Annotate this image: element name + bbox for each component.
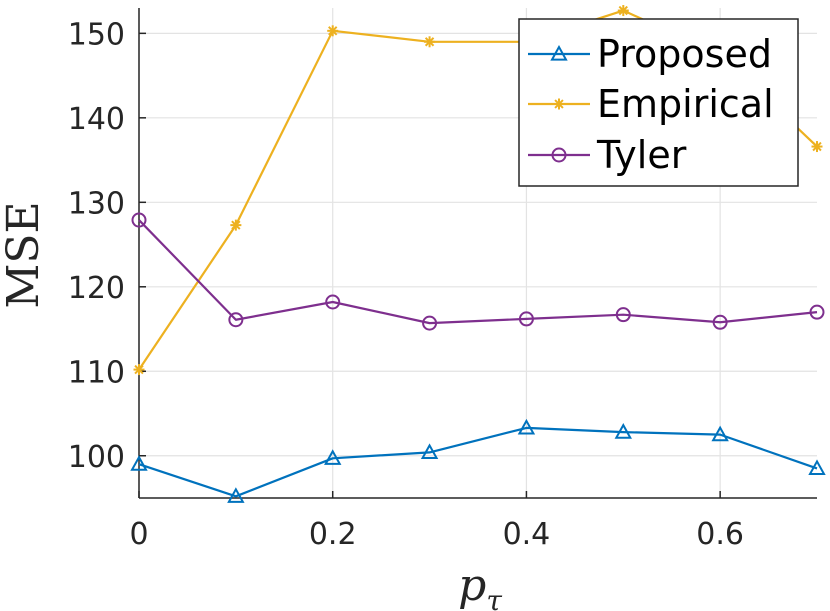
data-point-empirical: [327, 25, 339, 37]
data-point-proposed: [324, 449, 342, 465]
data-point-proposed: [808, 459, 826, 476]
series-tyler: [131, 212, 825, 331]
data-point-proposed: [130, 455, 148, 471]
series-proposed: [130, 418, 826, 503]
legend-label-tyler: Tyler: [596, 133, 687, 177]
x-axis-title-subscript: τ: [486, 584, 502, 611]
data-point-empirical: [424, 36, 436, 48]
data-point-proposed: [227, 487, 245, 503]
data-point-tyler: [422, 315, 438, 331]
data-point-empirical: [811, 141, 823, 153]
data-point-tyler: [131, 212, 147, 228]
y-tick-label: 120: [68, 271, 125, 306]
data-point-proposed: [420, 443, 439, 459]
y-axis-title: MSE: [0, 201, 49, 308]
data-point-empirical: [617, 5, 629, 17]
data-point-proposed: [711, 425, 729, 442]
legend: Proposed Empirical Tyler: [518, 18, 799, 187]
legend-item-proposed: Proposed: [528, 32, 772, 76]
x-tick-label: 0.4: [503, 517, 551, 552]
legend-items: Proposed Empirical Tyler: [528, 32, 774, 177]
series-layer: [130, 5, 826, 503]
y-tick-label: 130: [68, 186, 125, 221]
y-tick-label: 140: [68, 102, 125, 137]
y-tick-label: 150: [68, 17, 125, 52]
data-point-tyler: [518, 311, 534, 327]
data-point-tyler: [325, 294, 341, 310]
tick-labels: 0 0.2 0.4 0.6 100 110 120 130 140 150: [68, 17, 744, 552]
data-point-tyler: [712, 314, 728, 330]
legend-item-tyler: Tyler: [528, 133, 687, 177]
legend-marker-empirical: [553, 98, 565, 110]
y-tick-label: 110: [68, 355, 125, 390]
data-point-tyler: [615, 307, 631, 323]
axes-layer: [138, 8, 817, 499]
legend-marker-tyler: [551, 147, 567, 163]
series-line-proposed: [138, 426, 818, 498]
series-line-tyler: [138, 219, 818, 325]
data-point-proposed: [614, 423, 632, 439]
legend-item-empirical: Empirical: [528, 82, 774, 126]
x-tick-label: 0: [129, 517, 148, 552]
data-point-proposed: [517, 418, 536, 435]
legend-label-empirical: Empirical: [597, 82, 774, 126]
data-point-tyler: [809, 304, 825, 320]
legend-marker-proposed: [550, 44, 568, 61]
data-point-tyler: [228, 312, 244, 328]
x-axis-title-main: p: [458, 560, 486, 611]
x-tick-label: 0.6: [696, 517, 744, 552]
legend-label-proposed: Proposed: [597, 32, 772, 76]
y-tick-label: 100: [68, 440, 125, 475]
data-point-empirical: [133, 364, 145, 376]
data-point-empirical: [230, 219, 242, 231]
x-tick-label: 0.2: [309, 517, 357, 552]
x-axis-title: pτ: [458, 560, 502, 611]
